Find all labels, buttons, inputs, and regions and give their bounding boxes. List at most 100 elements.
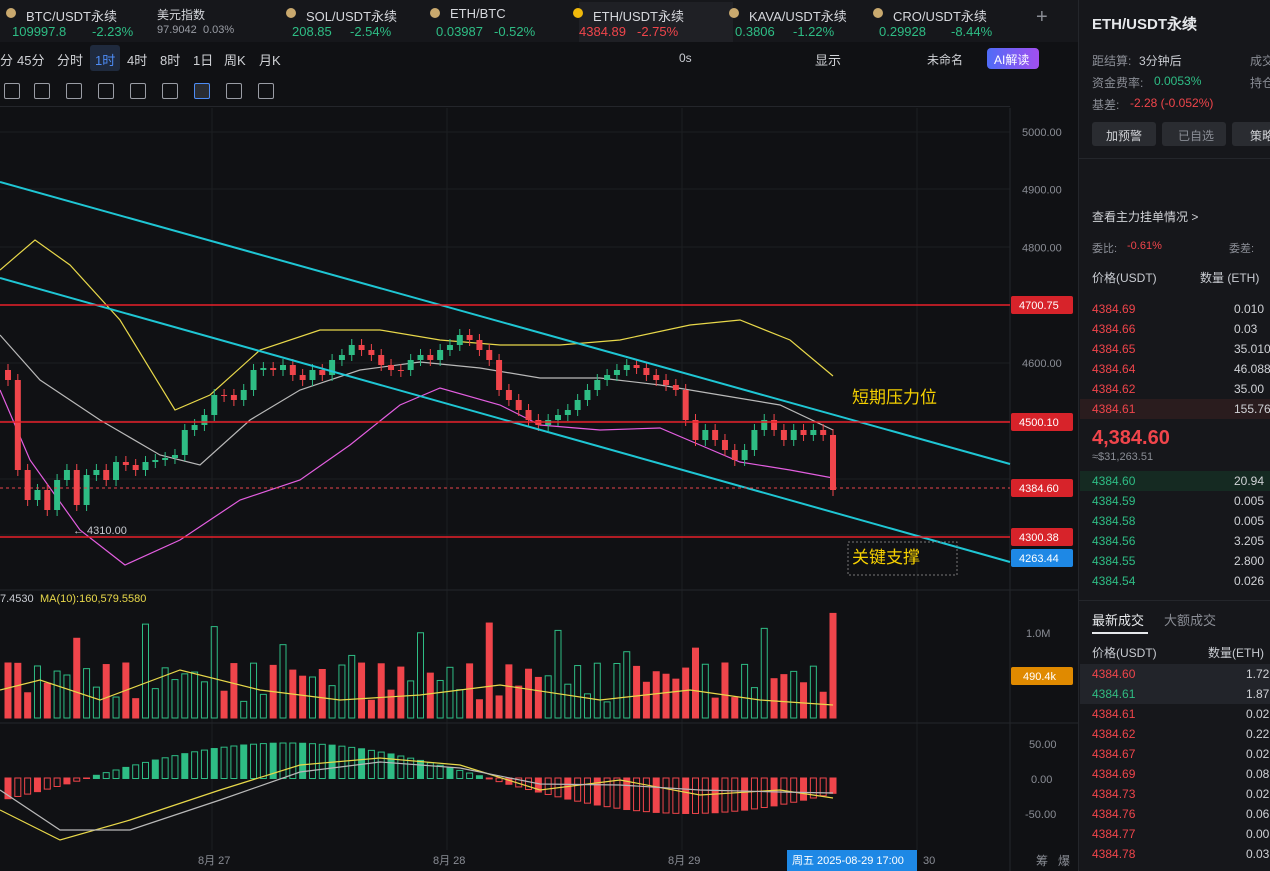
ai-button[interactable]: AI解读 [994, 53, 1030, 67]
trades-header: 价格(USDT) [1092, 646, 1157, 660]
price-tick: 5000.00 [1022, 127, 1062, 139]
candle-body [574, 400, 581, 410]
macd-bar [200, 749, 208, 779]
volume-bar [809, 665, 817, 719]
candle-body [319, 370, 326, 375]
trade-qty: 0.22 [1246, 727, 1270, 741]
candle-body [54, 480, 61, 510]
candle-body [5, 370, 11, 380]
display-menu[interactable]: 显示 [815, 53, 842, 68]
trade-qty: 0.03 [1246, 847, 1270, 861]
volume-bar [318, 668, 326, 719]
candle-body [623, 365, 630, 370]
ask-qty: 35.00 [1234, 382, 1265, 396]
candle-body [790, 430, 797, 440]
candle-body [407, 360, 414, 370]
volume-bar [348, 654, 356, 719]
panel-button-label[interactable]: 加预警 [1106, 129, 1143, 143]
coin-icon [6, 8, 16, 18]
panel-button-label[interactable]: 策略 [1250, 129, 1270, 143]
volume-bar [711, 697, 719, 719]
candle-body [181, 430, 188, 455]
timeframe[interactable]: 周K [224, 53, 246, 68]
candle-body [378, 355, 385, 365]
divider [1078, 600, 1270, 601]
volume-bar [515, 685, 523, 719]
trade-price: 4384.60 [1092, 667, 1136, 681]
macd-bar [593, 777, 601, 806]
level-tag [1011, 479, 1073, 497]
panel-value: -0.61% [1127, 240, 1162, 252]
volume-bar [525, 668, 533, 719]
candle-body [230, 395, 237, 400]
trade-qty: 1.87 [1246, 687, 1270, 701]
countdown: 0s [679, 51, 692, 65]
ticker-price: 97.9042 [157, 24, 197, 36]
volume-bar [800, 682, 808, 719]
volume-bar [73, 637, 81, 719]
macd-bar [338, 745, 346, 779]
timeframe[interactable]: 45分 [17, 53, 45, 68]
panel-label: 持仓 [1250, 76, 1270, 90]
ticker-symbol[interactable]: ETH/BTC [450, 6, 506, 21]
timeframe[interactable]: 分 [0, 53, 14, 68]
macd-bar [652, 777, 660, 813]
trades-header: 数量(ETH) [1208, 646, 1264, 660]
trade-qty: 1.72 [1246, 667, 1270, 681]
tool-icon [34, 83, 50, 99]
timeframe[interactable]: 1时 [95, 53, 116, 68]
ticker-symbol[interactable]: CRO/USDT永续 [893, 9, 987, 24]
volume-bar [33, 665, 41, 719]
candle-body [397, 370, 404, 371]
trade-tab[interactable]: 最新成交 [1092, 613, 1145, 628]
panel-label: 委差: [1229, 243, 1255, 255]
trade-price: 4384.77 [1092, 827, 1136, 841]
ticker-symbol[interactable]: BTC/USDT永续 [26, 9, 118, 24]
volume-bar [819, 691, 827, 719]
volume-tag [1011, 667, 1073, 685]
tools-row [0, 76, 1010, 107]
volume-bar [554, 629, 562, 719]
book-header: 价格(USDT) [1092, 271, 1157, 285]
panel-value: -2.28 (-0.052%) [1130, 96, 1214, 110]
trend-lower [0, 277, 1011, 563]
panel-button [1092, 122, 1156, 146]
volume-bar [132, 698, 140, 719]
candle-body [437, 350, 444, 360]
timeframe[interactable]: 月K [259, 53, 281, 68]
timeframe[interactable]: 1日 [193, 53, 214, 68]
candle-body [358, 345, 365, 350]
timeframe[interactable]: 8时 [160, 53, 181, 68]
volume-bar [142, 623, 149, 719]
ask-qty: 0.010 [1234, 302, 1265, 316]
ticker-symbol[interactable]: KAVA/USDT永续 [749, 9, 847, 24]
layout-menu[interactable]: 未命名 [927, 53, 964, 67]
macd-bar [181, 753, 189, 779]
price-tick: 4900.00 [1022, 185, 1062, 197]
volume-bar [564, 683, 572, 719]
volume-bar [770, 678, 778, 719]
ticker-symbol[interactable]: ETH/USDT永续 [593, 9, 685, 24]
candle-body [653, 375, 660, 380]
trade-tab[interactable]: 大额成交 [1164, 613, 1217, 628]
ask-price: 4384.66 [1092, 322, 1136, 336]
level-label: 4500.10 [1019, 417, 1059, 429]
timeframe[interactable]: 4时 [127, 53, 148, 68]
panel-button-label[interactable]: 已自选 [1178, 129, 1215, 143]
depth-link[interactable]: 查看主力挂单情况 > [1092, 210, 1199, 224]
ask-qty: 46.088 [1234, 362, 1270, 376]
timeframe[interactable]: 分时 [57, 53, 84, 68]
candle-body [613, 370, 620, 375]
ticker-price: 109997.8 [12, 24, 67, 39]
macd-bar [701, 777, 709, 814]
trade-price: 4384.61 [1092, 687, 1136, 701]
date-tick: 8月 28 [433, 855, 465, 867]
macd-bar [672, 777, 680, 814]
trade-qty: 0.08 [1246, 767, 1270, 781]
ticker-symbol[interactable]: SOL/USDT永续 [306, 9, 398, 24]
macd-bar [760, 777, 768, 808]
candle-body [280, 365, 286, 370]
ask-qty: 155.76 [1234, 402, 1270, 416]
volume-bar [259, 693, 267, 719]
ticker-symbol[interactable]: 美元指数 [157, 8, 206, 22]
